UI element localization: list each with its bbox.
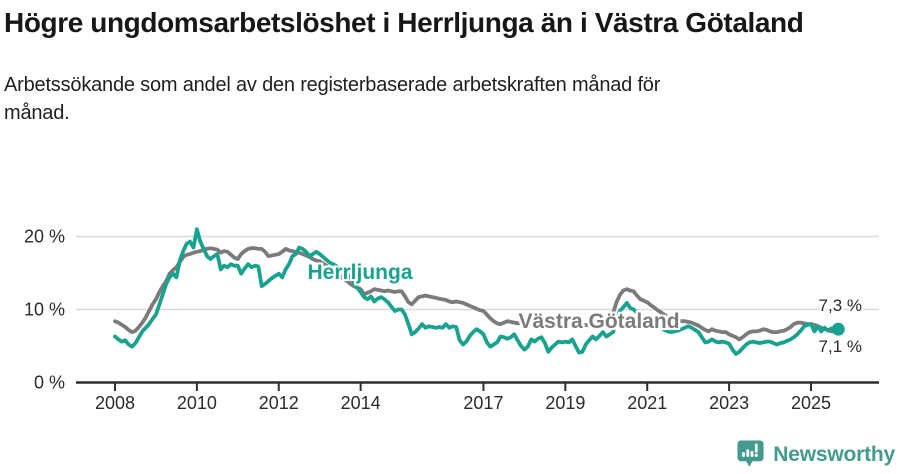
x-tick-label: 2012 — [259, 393, 299, 413]
v-stra-g-taland-line — [113, 246, 841, 342]
x-tick-label: 2010 — [177, 393, 217, 413]
x-tick-label: 2019 — [545, 393, 585, 413]
page-title: Högre ungdomsarbetslöshet i Herrljunga ä… — [4, 7, 804, 38]
series-label-vastra-gotaland: Västra Götaland — [518, 310, 680, 333]
newsworthy-logo[interactable]: Newsworthy — [736, 439, 895, 470]
y-tick-label: 20 % — [24, 227, 65, 247]
page-subtitle: Arbetssökande som andel av den registerb… — [4, 74, 661, 124]
end-value-label-vastra-gotaland: 7,1 % — [818, 337, 862, 356]
x-tick-label: 2025 — [791, 393, 831, 413]
x-tick-label: 2017 — [463, 393, 503, 413]
y-tick-label: 0 % — [34, 373, 65, 393]
x-tick-label: 2023 — [709, 393, 749, 413]
chart-header: Högre ungdomsarbetslöshet i Herrljunga ä… — [4, 4, 876, 127]
y-tick-label: 10 % — [24, 300, 65, 320]
x-tick-label: 2014 — [341, 393, 381, 413]
herrljunga-line — [113, 227, 841, 356]
newsworthy-logo-icon — [737, 440, 764, 467]
end-value-label-herrljunga: 7,3 % — [818, 296, 862, 315]
x-tick-label: 2008 — [95, 393, 135, 413]
series-label-herrljunga: Herrljunga — [307, 261, 413, 284]
newsworthy-logo-text: Newsworthy — [773, 442, 895, 466]
herrljunga-end-dot — [831, 322, 845, 336]
x-tick-label: 2021 — [627, 393, 667, 413]
